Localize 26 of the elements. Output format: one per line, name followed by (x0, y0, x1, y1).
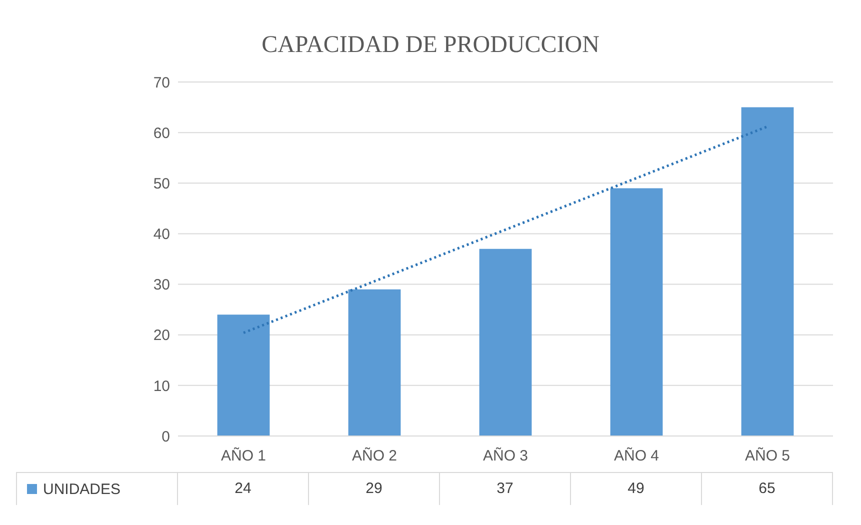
y-tick-label: 10 (153, 378, 170, 395)
bar (479, 248, 532, 436)
x-tick-label: AÑO 2 (352, 446, 398, 465)
y-tick-label: 60 (153, 124, 170, 142)
y-tick-label: 70 (153, 74, 170, 92)
y-tick-label: 40 (153, 226, 170, 244)
y-tick-label: 0 (162, 428, 170, 446)
chart-title: CAPACIDAD DE PRODUCCION (260, 31, 600, 60)
bar (348, 289, 401, 436)
x-tick-label: AÑO 1 (220, 446, 266, 465)
bar (741, 107, 794, 436)
data-label: 37 (440, 473, 571, 505)
y-tick-label: 20 (153, 327, 170, 344)
legend-label: UNIDADES (43, 480, 121, 498)
data-label: 29 (309, 473, 440, 505)
data-label: 24 (178, 473, 309, 505)
x-tick-label: AÑO 4 (614, 446, 660, 465)
y-tick-label: 50 (153, 175, 170, 192)
x-tick-label: AÑO 5 (744, 446, 790, 465)
bar (610, 188, 663, 436)
data-label: 49 (571, 473, 702, 505)
data-label: 65 (702, 473, 833, 505)
x-tick-label: AÑO 3 (482, 446, 528, 465)
line-series (242, 125, 769, 334)
y-tick-label: 30 (153, 276, 170, 294)
bar (217, 314, 270, 436)
